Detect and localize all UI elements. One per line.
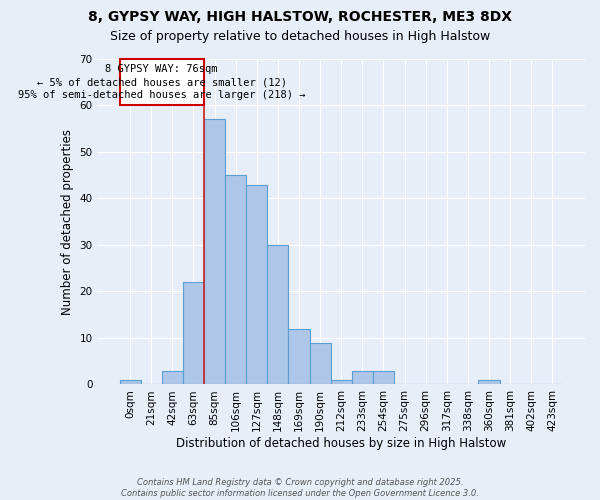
- Bar: [352, 370, 373, 384]
- Bar: [310, 342, 331, 384]
- Bar: [373, 370, 394, 384]
- Bar: [331, 380, 352, 384]
- Text: 8, GYPSY WAY, HIGH HALSTOW, ROCHESTER, ME3 8DX: 8, GYPSY WAY, HIGH HALSTOW, ROCHESTER, M…: [88, 10, 512, 24]
- Bar: [246, 184, 267, 384]
- Bar: [267, 245, 289, 384]
- Bar: [162, 370, 183, 384]
- X-axis label: Distribution of detached houses by size in High Halstow: Distribution of detached houses by size …: [176, 437, 506, 450]
- Bar: [225, 175, 246, 384]
- Bar: [204, 120, 225, 384]
- Text: Contains HM Land Registry data © Crown copyright and database right 2025.
Contai: Contains HM Land Registry data © Crown c…: [121, 478, 479, 498]
- Bar: [119, 59, 204, 106]
- Y-axis label: Number of detached properties: Number of detached properties: [61, 128, 74, 314]
- Bar: [119, 380, 140, 384]
- Bar: [478, 380, 500, 384]
- Bar: [183, 282, 204, 384]
- Text: Size of property relative to detached houses in High Halstow: Size of property relative to detached ho…: [110, 30, 490, 43]
- Text: 8 GYPSY WAY: 76sqm
← 5% of detached houses are smaller (12)
95% of semi-detached: 8 GYPSY WAY: 76sqm ← 5% of detached hous…: [18, 64, 305, 100]
- Bar: [289, 328, 310, 384]
